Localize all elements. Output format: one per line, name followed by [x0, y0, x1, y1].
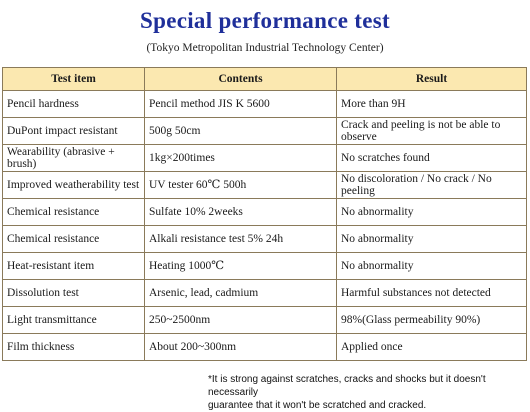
cell-result: No scratches found [336, 144, 527, 172]
cell-test-item: Heat-resistant item [2, 252, 145, 280]
cell-test-item: Improved weatherability test [2, 171, 145, 199]
cell-result: Crack and peeling is not be able to obse… [336, 117, 527, 145]
cell-contents: Pencil method JIS K 5600 [144, 90, 337, 118]
table-row: Heat-resistant item Heating 1000℃ No abn… [2, 252, 527, 280]
cell-test-item: Chemical resistance [2, 225, 145, 253]
header-contents: Contents [144, 67, 337, 91]
table-row: Dissolution test Arsenic, lead, cadmium … [2, 279, 527, 307]
cell-contents: Heating 1000℃ [144, 252, 337, 280]
cell-contents: UV tester 60℃ 500h [144, 171, 337, 199]
footnote-line: *It is strong against scratches, cracks … [208, 374, 486, 398]
cell-result: More than 9H [336, 90, 527, 118]
cell-test-item: Chemical resistance [2, 198, 145, 226]
cell-test-item: Wearability (abrasive + brush) [2, 144, 145, 172]
cell-contents: 500g 50cm [144, 117, 337, 145]
table-row: Wearability (abrasive + brush) 1kg×200ti… [2, 144, 527, 172]
cell-result: No abnormality [336, 198, 527, 226]
table-row: DuPont impact resistant 500g 50cm Crack … [2, 117, 527, 145]
table-row: Pencil hardness Pencil method JIS K 5600… [2, 90, 527, 118]
cell-test-item: DuPont impact resistant [2, 117, 145, 145]
cell-contents: 1kg×200times [144, 144, 337, 172]
cell-contents: Arsenic, lead, cadmium [144, 279, 337, 307]
table-row: Film thickness About 200~300nm Applied o… [2, 333, 527, 361]
performance-table: Test item Contents Result Pencil hardnes… [2, 67, 527, 361]
cell-contents: 250~2500nm [144, 306, 337, 334]
table-row: Improved weatherability test UV tester 6… [2, 171, 527, 199]
cell-result: 98%(Glass permeability 90%) [336, 306, 527, 334]
cell-contents: About 200~300nm [144, 333, 337, 361]
table-header-row: Test item Contents Result [2, 67, 527, 91]
cell-test-item: Light transmittance [2, 306, 145, 334]
cell-contents: Sulfate 10% 2weeks [144, 198, 337, 226]
cell-result: Applied once [336, 333, 527, 361]
header-result: Result [336, 67, 527, 91]
cell-test-item: Dissolution test [2, 279, 145, 307]
cell-contents: Alkali resistance test 5% 24h [144, 225, 337, 253]
cell-test-item: Film thickness [2, 333, 145, 361]
cell-result: Harmful substances not detected [336, 279, 527, 307]
cell-test-item: Pencil hardness [2, 90, 145, 118]
cell-result: No discoloration / No crack / No peeling [336, 171, 527, 199]
table-row: Light transmittance 250~2500nm 98%(Glass… [2, 306, 527, 334]
table-row: Chemical resistance Sulfate 10% 2weeks N… [2, 198, 527, 226]
cell-result: No abnormality [336, 225, 527, 253]
footnote: *It is strong against scratches, cracks … [208, 373, 528, 412]
header-test-item: Test item [2, 67, 145, 91]
cell-result: No abnormality [336, 252, 527, 280]
page-title: Special performance test [140, 8, 390, 33]
page-subtitle: (Tokyo Metropolitan Industrial Technolog… [146, 42, 384, 54]
table-row: Chemical resistance Alkali resistance te… [2, 225, 527, 253]
